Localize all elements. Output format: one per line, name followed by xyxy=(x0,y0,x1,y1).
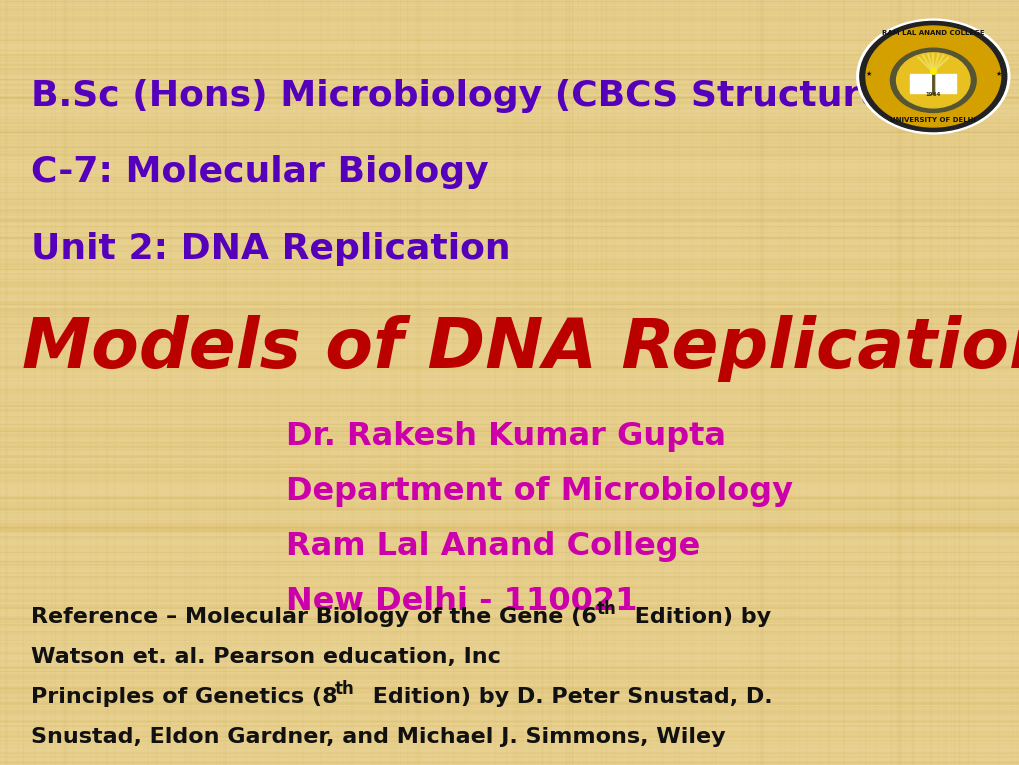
Text: C-7: Molecular Biology: C-7: Molecular Biology xyxy=(31,155,488,189)
Circle shape xyxy=(856,19,1009,134)
Text: Unit 2: DNA Replication: Unit 2: DNA Replication xyxy=(31,232,509,265)
Circle shape xyxy=(890,48,975,112)
Text: Principles of Genetics (8: Principles of Genetics (8 xyxy=(31,687,337,707)
Text: UNIVERSITY OF DELHI: UNIVERSITY OF DELHI xyxy=(890,117,975,123)
Text: Reference – Molecular Biology of the Gene (6: Reference – Molecular Biology of the Gen… xyxy=(31,607,596,627)
Text: Ram Lal Anand College: Ram Lal Anand College xyxy=(285,531,699,562)
Circle shape xyxy=(896,53,969,108)
Text: Department of Microbiology: Department of Microbiology xyxy=(285,476,792,506)
Text: th: th xyxy=(596,601,615,618)
Text: Snustad, Eldon Gardner, and Michael J. Simmons, Wiley: Snustad, Eldon Gardner, and Michael J. S… xyxy=(31,727,725,747)
Circle shape xyxy=(865,26,1000,127)
Text: Dr. Rakesh Kumar Gupta: Dr. Rakesh Kumar Gupta xyxy=(285,421,725,451)
Text: ★: ★ xyxy=(864,70,870,76)
Bar xyxy=(910,74,930,93)
Text: 1964: 1964 xyxy=(924,93,941,97)
Text: Models of DNA Replication: Models of DNA Replication xyxy=(22,314,1019,382)
Text: New Delhi - 110021: New Delhi - 110021 xyxy=(285,586,637,617)
Circle shape xyxy=(859,21,1006,132)
Bar xyxy=(934,74,956,93)
Text: Edition) by D. Peter Snustad, D.: Edition) by D. Peter Snustad, D. xyxy=(365,687,772,707)
Text: Watson et. al. Pearson education, Inc: Watson et. al. Pearson education, Inc xyxy=(31,647,500,667)
Text: B.Sc (Hons) Microbiology (CBCS Structure): B.Sc (Hons) Microbiology (CBCS Structure… xyxy=(31,79,900,112)
Text: th: th xyxy=(334,680,354,698)
Text: RAM LAL ANAND COLLEGE: RAM LAL ANAND COLLEGE xyxy=(881,30,983,36)
Text: Edition) by: Edition) by xyxy=(627,607,770,627)
Text: ★: ★ xyxy=(995,70,1001,76)
